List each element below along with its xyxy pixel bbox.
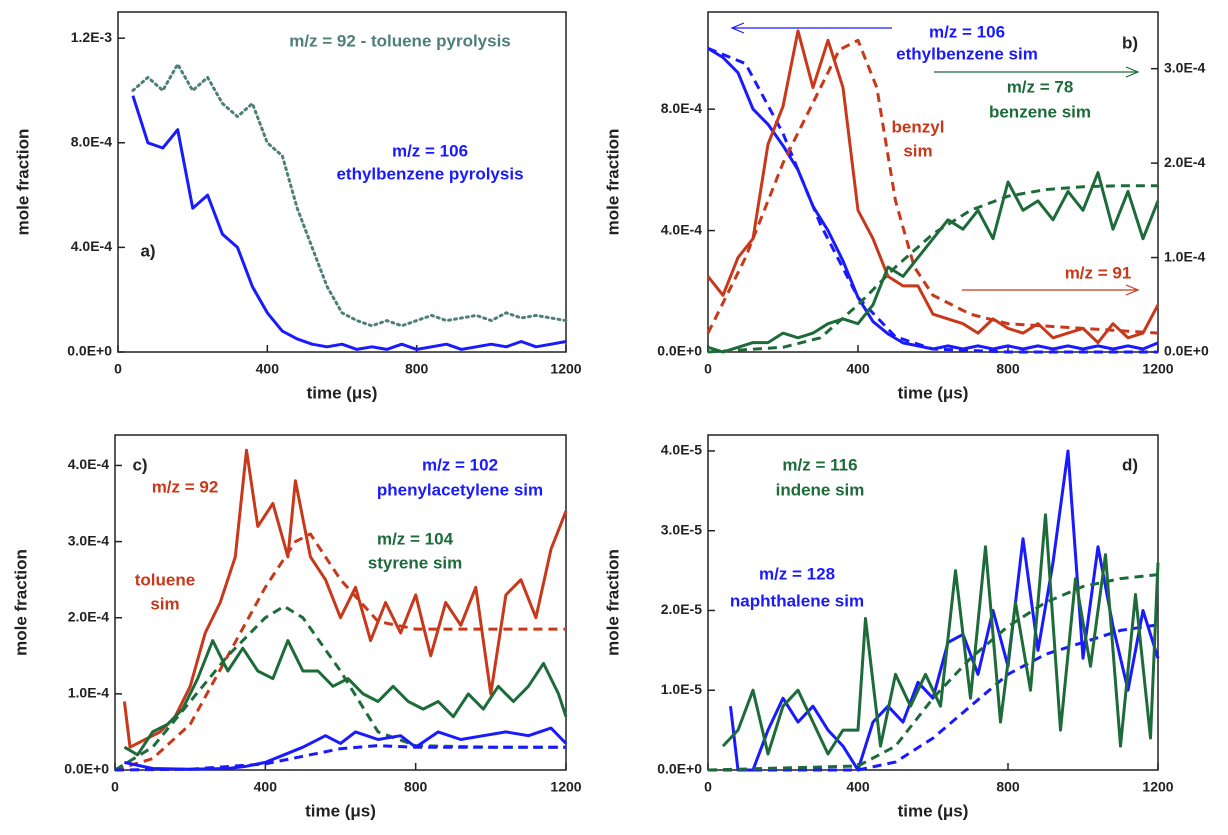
y-tick-label: 3.0E-4 [68,532,109,548]
x-axis-label: time (μs) [898,801,969,820]
y2-tick-label: 2.0E-4 [1164,154,1205,170]
annotation: benzene sim [989,102,1091,121]
x-axis-label: time (μs) [307,383,378,402]
annotation: sim [903,141,932,160]
annotation: m/z = 78 [1007,77,1074,96]
x-tick-label: 0 [704,361,712,377]
y2-tick-label: 3.0E-4 [1164,59,1205,75]
annotation: indene sim [776,480,865,499]
arrow-head [1125,284,1140,296]
x-tick-label: 800 [404,779,428,795]
plot-frame [114,434,567,771]
y-tick-label: 4.0E-4 [661,221,702,237]
y-axis-label: mole fraction [603,549,622,656]
annotation: m/z = 116 [782,455,857,474]
y-tick-label: 4.0E-4 [71,238,112,254]
data-line [131,62,568,328]
data-line [706,38,1159,335]
y2-tick-label: 1.0E-4 [1164,248,1205,264]
x-tick-label: 800 [996,361,1020,377]
x-tick-label: 800 [996,779,1020,795]
y-tick-label: 1.0E-4 [68,685,109,701]
panel: 0 400 800 1200 0.0E+0 4.0E-4 8.0E-4 0.0E+0 1.0E-… [603,11,1209,402]
x-tick-label: 1200 [550,779,581,795]
data-line [707,171,1160,354]
y-tick-label: 0.0E+0 [67,343,112,359]
y-tick-label: 1.0E-5 [661,681,702,697]
arrow-head [730,22,745,34]
y-tick-label: 4.0E-4 [68,456,109,472]
annotation: sim [150,594,179,613]
data-line [131,95,567,351]
data-line [707,47,1158,354]
annotation: benzyl [892,117,945,136]
panel-label: a) [140,241,155,260]
x-tick-label: 800 [405,361,429,377]
x-tick-label: 0 [114,361,122,377]
x-tick-label: 1200 [1142,779,1173,795]
annotation: m/z = 92 [152,477,219,496]
data-line [114,744,566,772]
annotation: m/z = 104 [377,529,454,548]
arrow-head [1125,66,1140,78]
panel: 0 400 800 1200 0.0E+0 4.0E-4 8.0E-4 1.2E-3 time … [13,11,582,402]
annotation: naphthalene sim [730,591,864,610]
y-tick-label: 0.0E+0 [64,761,109,777]
data-line [708,623,1159,772]
y-tick-label: 2.0E-5 [661,601,702,617]
annotation: m/z = 128 [759,564,835,583]
x-axis-label: time (μs) [305,801,376,820]
y-tick-label: 4.0E-5 [661,442,702,458]
panel-label: d) [1122,455,1138,474]
annotation: m/z = 106 [392,141,468,160]
annotation: m/z = 106 [929,22,1005,41]
x-tick-label: 0 [704,779,712,795]
y-tick-label: 8.0E-4 [71,133,112,149]
annotation: styrene sim [368,553,463,572]
plot-frame [117,11,567,353]
x-axis-label: time (μs) [898,383,969,402]
data-line [707,184,1158,354]
annotation: ethylbenzene pyrolysis [336,164,523,183]
y-tick-label: 0.0E+0 [657,343,702,359]
annotation: ethylbenzene sim [896,44,1038,63]
y-tick-label: 0.0E+0 [657,761,702,777]
data-line [721,513,1160,756]
y-axis-label: mole fraction [603,129,622,236]
y-tick-label: 3.0E-5 [661,521,702,537]
x-tick-label: 0 [111,779,119,795]
panel-label: c) [132,455,147,474]
y-tick-label: 2.0E-4 [68,608,109,624]
panel: 0 400 800 1200 0.0E+0 1.0E-4 2.0E-4 3.0E-4 4.0E-… [11,434,582,820]
data-line [707,47,1159,351]
x-tick-label: 1200 [550,361,581,377]
data-line [124,726,568,771]
y-tick-label: 8.0E-4 [661,100,702,116]
x-tick-label: 400 [256,361,280,377]
x-tick-label: 400 [846,779,870,795]
data-line [707,573,1159,772]
data-line [114,532,566,772]
annotation: m/z = 102 [422,455,498,474]
plot-frame [707,11,1159,353]
x-tick-label: 400 [254,779,278,795]
y2-tick-label: 0.0E+0 [1164,343,1209,359]
annotation: m/z = 91 [1065,263,1132,282]
annotation: phenylacetylene sim [377,480,543,499]
panel: 0 400 800 1200 0.0E+0 1.0E-5 2.0E-5 3.0E-5 4.0E-… [603,434,1174,820]
x-tick-label: 1200 [1142,361,1173,377]
data-line [123,639,568,757]
panel-label: b) [1122,33,1138,52]
annotation: toluene [135,570,195,589]
y-axis-label: mole fraction [13,129,32,236]
data-line [114,604,566,772]
y-tick-label: 1.2E-3 [71,29,112,45]
y-axis-label: mole fraction [11,549,30,656]
annotation: m/z = 92 - toluene pyrolysis [289,31,511,50]
x-tick-label: 400 [846,361,870,377]
plot-frame [707,434,1159,771]
data-line [122,448,568,749]
